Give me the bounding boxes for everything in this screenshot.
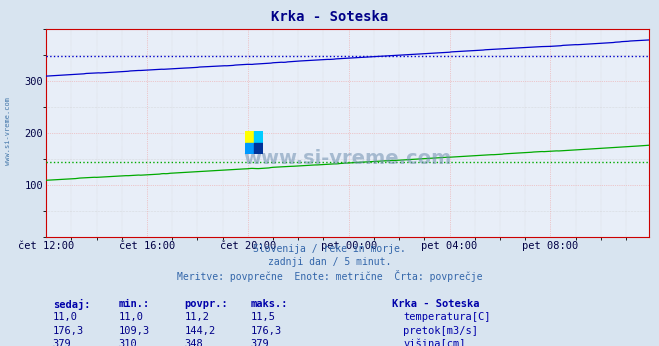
Bar (254, 131, 263, 143)
Text: 11,0: 11,0 (119, 312, 144, 322)
Text: 11,5: 11,5 (250, 312, 275, 322)
Bar (244, 131, 254, 143)
Text: Meritve: povprečne  Enote: metrične  Črta: povprečje: Meritve: povprečne Enote: metrične Črta:… (177, 270, 482, 282)
Text: Krka - Soteska: Krka - Soteska (271, 10, 388, 24)
Text: 348: 348 (185, 339, 203, 346)
Text: 109,3: 109,3 (119, 326, 150, 336)
Text: Krka - Soteska: Krka - Soteska (392, 299, 480, 309)
Text: www.si-vreme.com: www.si-vreme.com (5, 98, 11, 165)
Text: 11,0: 11,0 (53, 312, 78, 322)
Text: 379: 379 (53, 339, 71, 346)
Text: višina[cm]: višina[cm] (403, 339, 466, 346)
Text: temperatura[C]: temperatura[C] (403, 312, 491, 322)
Text: maks.:: maks.: (250, 299, 288, 309)
Text: povpr.:: povpr.: (185, 299, 228, 309)
Text: pretok[m3/s]: pretok[m3/s] (403, 326, 478, 336)
Text: 11,2: 11,2 (185, 312, 210, 322)
Bar (244, 143, 254, 154)
Text: 310: 310 (119, 339, 137, 346)
Text: min.:: min.: (119, 299, 150, 309)
Text: sedaj:: sedaj: (53, 299, 90, 310)
Text: 144,2: 144,2 (185, 326, 215, 336)
Bar (254, 143, 263, 154)
Text: 379: 379 (250, 339, 269, 346)
Text: 176,3: 176,3 (250, 326, 281, 336)
Text: zadnji dan / 5 minut.: zadnji dan / 5 minut. (268, 257, 391, 267)
Text: 176,3: 176,3 (53, 326, 84, 336)
Text: Slovenija / reke in morje.: Slovenija / reke in morje. (253, 244, 406, 254)
Text: www.si-vreme.com: www.si-vreme.com (243, 149, 452, 167)
